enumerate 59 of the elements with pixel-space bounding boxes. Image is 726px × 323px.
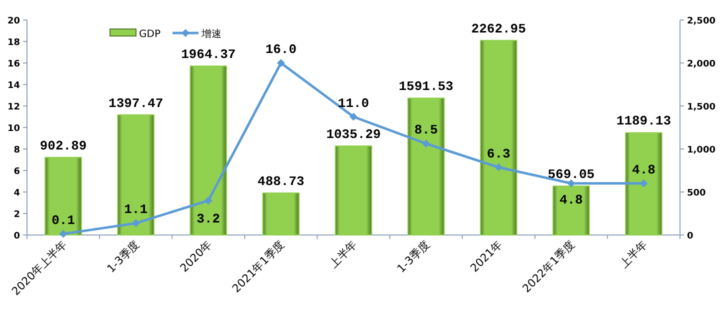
point (59, 230, 68, 238)
data-label: 0.1 (52, 212, 76, 228)
data-label: 11.0 (338, 96, 370, 111)
data-label: 1035.29 (326, 126, 382, 142)
x-tick-label: 上半年 (327, 238, 360, 270)
data-label: 488.73 (258, 174, 305, 189)
data-label: 1591.53 (398, 79, 454, 94)
data-label: 569.05 (548, 167, 595, 182)
y-tick-label: 4 (14, 188, 20, 198)
y2-tick-label: 500 (687, 188, 706, 198)
data-label: 902.89 (40, 138, 87, 154)
point (494, 163, 503, 172)
y-tick-label: 16 (7, 60, 20, 70)
bar (480, 40, 518, 236)
data-label: 3.2 (196, 212, 220, 227)
bar (44, 156, 82, 236)
data-label: 4.8 (632, 162, 656, 178)
data-label: 1189.13 (616, 114, 672, 129)
legend-label: GDP (139, 29, 160, 40)
y-tick-label: 10 (7, 124, 20, 134)
y2-tick-label: 2,500 (687, 16, 716, 26)
bar (407, 98, 445, 236)
data-label: 1397.47 (108, 96, 164, 111)
data-label: 2262.95 (471, 21, 526, 36)
point (640, 179, 648, 188)
x-tick-label: 上半年 (617, 238, 650, 270)
legend-label: 增速 (200, 28, 222, 40)
y-tick-label: 12 (7, 102, 20, 112)
point (276, 59, 285, 67)
point (132, 219, 140, 228)
point (204, 196, 212, 205)
bar (117, 114, 154, 236)
point (422, 140, 430, 148)
data-label: 16.0 (265, 42, 297, 57)
data-label: 4.8 (559, 192, 584, 208)
y2-tick-label: 2,000 (687, 60, 716, 70)
point (567, 179, 576, 188)
y2-tick-label: 1,000 (687, 146, 716, 156)
y-tick-label: 0 (14, 232, 20, 242)
data-label: 1964.37 (181, 47, 236, 62)
y-tick-label: 14 (7, 81, 20, 91)
data-label: 8.5 (414, 122, 438, 138)
data-label: 6.3 (486, 146, 511, 162)
y2-tick-label: 0 (687, 232, 694, 242)
y-tick-label: 8 (14, 146, 20, 156)
y-tick-label: 2 (14, 210, 20, 220)
bar (262, 192, 300, 236)
bar (334, 145, 372, 236)
bar (625, 132, 662, 236)
bar (190, 66, 228, 236)
x-tick-label: 1-3季度 (104, 238, 142, 276)
y2-tick-label: 1,500 (687, 102, 716, 112)
y-tick-label: 6 (14, 167, 20, 177)
y-tick-label: 18 (7, 38, 20, 48)
x-tick-label: 1-3季度 (394, 238, 432, 276)
point (350, 112, 358, 121)
bar (552, 186, 590, 236)
y-tick-label: 20 (7, 16, 20, 26)
data-label: 1.1 (124, 202, 148, 218)
